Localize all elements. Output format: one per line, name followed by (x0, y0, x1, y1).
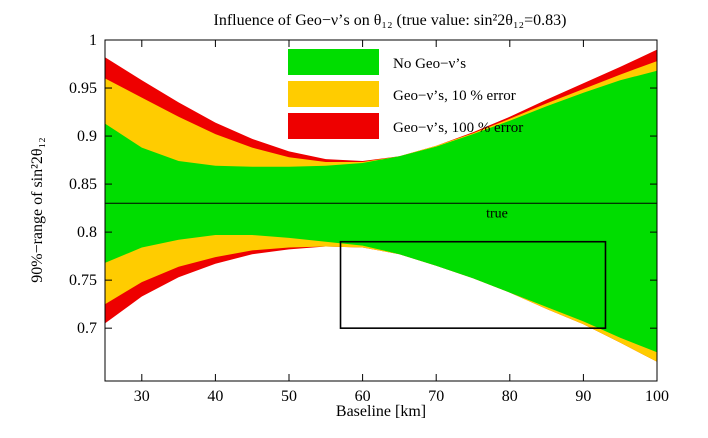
overlay: true (105, 202, 657, 329)
legend-label-1: Geo−ν’s, 10 % error (393, 88, 516, 104)
x-tick-label: 80 (502, 388, 518, 405)
legend-swatch-0 (288, 49, 379, 75)
legend: No Geo−ν’s Geo−ν’s, 10 % error Geo−ν’s, 10… (288, 49, 523, 139)
x-tick-label: 40 (207, 388, 223, 405)
y-tick-label: 0.75 (69, 272, 97, 289)
legend-swatch-1 (288, 81, 379, 107)
y-tick-label: 1 (89, 32, 97, 49)
x-tick-label: 90 (575, 388, 591, 405)
x-axis-label: Baseline [km] (336, 403, 426, 420)
y-axis-label: 90%−range of sin²2θ₁₂ (29, 137, 46, 283)
x-tick-label: 60 (355, 388, 371, 405)
bands (105, 49, 657, 362)
chart-title: Influence of Geo−ν’s on θ₁₂ (true value:… (214, 12, 567, 29)
legend-label-2: Geo−ν’s, 100 % error (393, 120, 523, 136)
legend-label-0: No Geo−ν’s (393, 56, 466, 72)
y-tick-label: 0.7 (77, 320, 97, 337)
ticks: 30 40 50 60 70 80 90 100 0.7 0.75 0.8 0.85 0.9 0.95 1 (69, 32, 669, 405)
true-value-label: true (486, 206, 508, 221)
x-tick-label: 70 (428, 388, 444, 405)
x-tick-label: 100 (645, 388, 669, 405)
legend-swatch-2 (288, 113, 379, 139)
y-tick-label: 0.9 (77, 128, 97, 145)
plot-frame (104, 39, 658, 382)
y-tick-label: 0.95 (69, 80, 97, 97)
x-tick-label: 50 (281, 388, 297, 405)
x-tick-label: 30 (134, 388, 150, 405)
y-tick-label: 0.8 (77, 224, 97, 241)
highlight-box (339, 240, 607, 329)
y-tick-label: 0.85 (69, 176, 97, 193)
band-series-0 (105, 70, 657, 353)
